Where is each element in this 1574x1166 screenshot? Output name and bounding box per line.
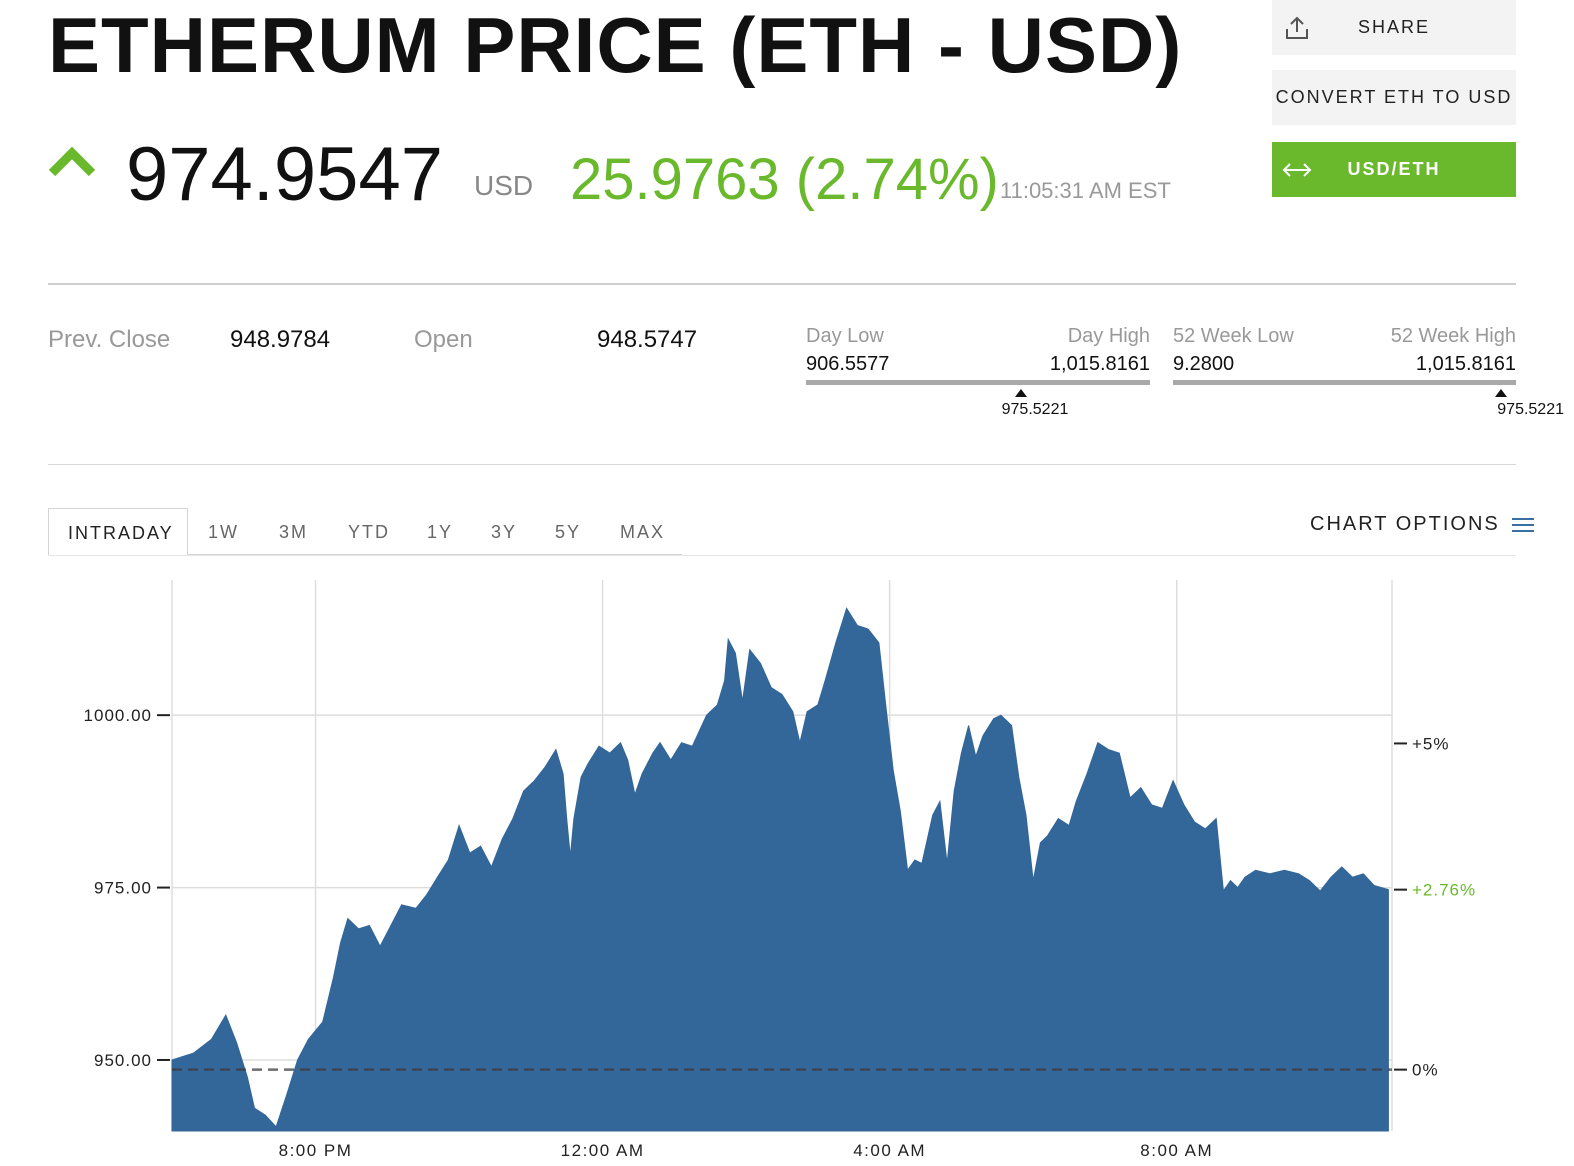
- y-tick-label: 975.00: [94, 879, 152, 898]
- day-low-value: 906.5577: [806, 353, 890, 375]
- prev-close-value: 948.9784: [230, 326, 331, 353]
- convert-label: CONVERT ETH TO USD: [1275, 87, 1513, 107]
- tab-ytd[interactable]: YTD: [348, 522, 390, 542]
- price-chart: 950.00 975.00 1000.00 8:00 PM 12:00 AM 4:00 A…: [84, 580, 1476, 1160]
- tab-3y[interactable]: 3Y: [491, 522, 518, 542]
- x-tick-label: 8:00 AM: [1140, 1141, 1213, 1160]
- week52-range-marker-icon: [1495, 389, 1507, 397]
- x-tick-label: 8:00 PM: [279, 1141, 353, 1160]
- x-tick-label: 12:00 AM: [561, 1141, 645, 1160]
- chart-options-label: CHART OPTIONS: [1310, 513, 1500, 535]
- chart-top-divider: [48, 555, 1516, 556]
- triangle-up-icon: [48, 146, 96, 177]
- day-low-label: Day Low: [806, 325, 884, 347]
- week52-low-label: 52 Week Low: [1173, 325, 1294, 347]
- swap-arrows-icon: [1272, 160, 1322, 180]
- price-currency: USD: [474, 170, 534, 201]
- chart-options-button[interactable]: CHART OPTIONS: [1310, 513, 1534, 536]
- week52-range-marker-value: 975.5221: [1497, 401, 1564, 418]
- tab-intraday[interactable]: INTRADAY: [48, 508, 188, 556]
- tab-max[interactable]: MAX: [620, 522, 666, 542]
- tab-5y[interactable]: 5Y: [555, 522, 582, 542]
- day-range-bar: [806, 380, 1150, 385]
- tab-3m[interactable]: 3M: [279, 522, 309, 542]
- week52-high-label: 52 Week High: [1390, 325, 1516, 347]
- day-high-value: 1,015.8161: [1049, 353, 1150, 375]
- convert-button[interactable]: CONVERT ETH TO USD: [1272, 70, 1516, 125]
- tab-1w[interactable]: 1W: [208, 522, 239, 542]
- stats-divider: [48, 464, 1516, 465]
- tab-1y[interactable]: 1Y: [427, 522, 454, 542]
- pct-tick-label: 0%: [1412, 1061, 1439, 1080]
- toggle-label: USD/ETH: [1347, 159, 1441, 179]
- current-price: 974.9547: [126, 132, 443, 217]
- page-title: ETHERUM PRICE (ETH - USD): [48, 1, 1183, 89]
- week52-low-value: 9.2800: [1173, 353, 1235, 375]
- price-area-series: [171, 607, 1389, 1132]
- day-range-marker-icon: [1015, 389, 1027, 397]
- week52-range-bar: [1173, 380, 1516, 385]
- day-range-marker-value: 975.5221: [1001, 401, 1069, 418]
- price-timestamp: 11:05:31 AM EST: [1000, 178, 1171, 203]
- day-high-label: Day High: [1067, 325, 1150, 347]
- price-change: 25.9763 (2.74%): [570, 147, 999, 212]
- y-tick-label: 950.00: [94, 1051, 152, 1070]
- open-label: Open: [414, 326, 473, 353]
- menu-icon: [1511, 517, 1534, 532]
- prev-close-label: Prev. Close: [48, 326, 171, 353]
- y-tick-label: 1000.00: [84, 706, 152, 725]
- upload-icon: [1272, 14, 1322, 42]
- open-value: 948.5747: [597, 326, 698, 353]
- x-tick-label: 4:00 AM: [853, 1141, 926, 1160]
- share-button[interactable]: SHARE: [1272, 0, 1516, 55]
- currency-toggle-button[interactable]: USD/ETH: [1272, 142, 1516, 197]
- pct-tick-label: +2.76%: [1412, 881, 1476, 900]
- week52-high-value: 1,015.8161: [1415, 353, 1516, 375]
- pct-tick-label: +5%: [1412, 734, 1450, 753]
- header-divider: [48, 283, 1516, 285]
- share-label: SHARE: [1357, 17, 1430, 37]
